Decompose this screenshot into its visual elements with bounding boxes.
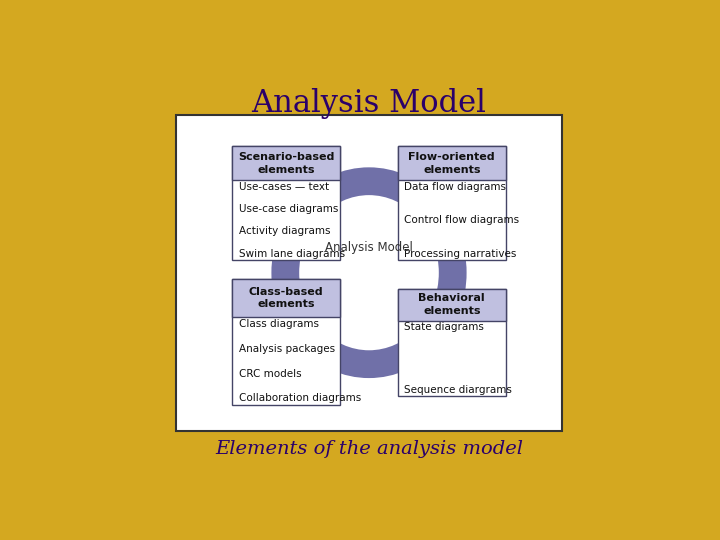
Text: Data flow diagrams: Data flow diagrams [405, 182, 506, 192]
Text: Flow-oriented
elements: Flow-oriented elements [408, 152, 495, 174]
Text: Use-case diagrams: Use-case diagrams [239, 204, 338, 214]
Text: Analysis Model: Analysis Model [251, 87, 487, 119]
Bar [398, 288, 505, 396]
Text: Collaboration diagrams: Collaboration diagrams [239, 393, 361, 403]
Bar [233, 146, 340, 260]
Text: Behavioral
elements: Behavioral elements [418, 293, 485, 316]
Bar [176, 114, 562, 431]
Text: Sequence diargrams: Sequence diargrams [405, 385, 512, 395]
Text: Analysis Model: Analysis Model [325, 241, 413, 254]
Text: Activity diagrams: Activity diagrams [239, 226, 330, 237]
Text: Control flow diagrams: Control flow diagrams [405, 215, 519, 225]
Text: State diagrams: State diagrams [405, 322, 485, 332]
Text: Processing narratives: Processing narratives [405, 249, 517, 259]
Bar [398, 288, 505, 321]
Bar [233, 146, 340, 180]
Text: Class diagrams: Class diagrams [239, 319, 319, 329]
Text: CRC models: CRC models [239, 369, 302, 379]
Bar [398, 146, 505, 180]
Text: Swim lane diagrams: Swim lane diagrams [239, 249, 345, 259]
Text: Elements of the analysis model: Elements of the analysis model [215, 440, 523, 458]
Text: Scenario-based
elements: Scenario-based elements [238, 152, 334, 174]
Bar [233, 279, 340, 406]
Text: Use-cases — text: Use-cases — text [239, 182, 329, 192]
Text: Class-based
elements: Class-based elements [249, 287, 323, 309]
Bar [398, 146, 505, 260]
Text: Analysis packages: Analysis packages [239, 344, 335, 354]
Bar [233, 279, 340, 317]
